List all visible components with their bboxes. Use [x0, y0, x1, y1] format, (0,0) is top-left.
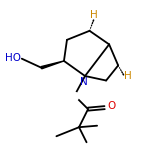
Text: HO: HO [5, 53, 21, 63]
Text: O: O [107, 101, 116, 111]
Polygon shape [41, 61, 64, 69]
Text: H: H [124, 71, 132, 81]
Text: N: N [80, 77, 87, 87]
Text: H: H [90, 10, 98, 20]
